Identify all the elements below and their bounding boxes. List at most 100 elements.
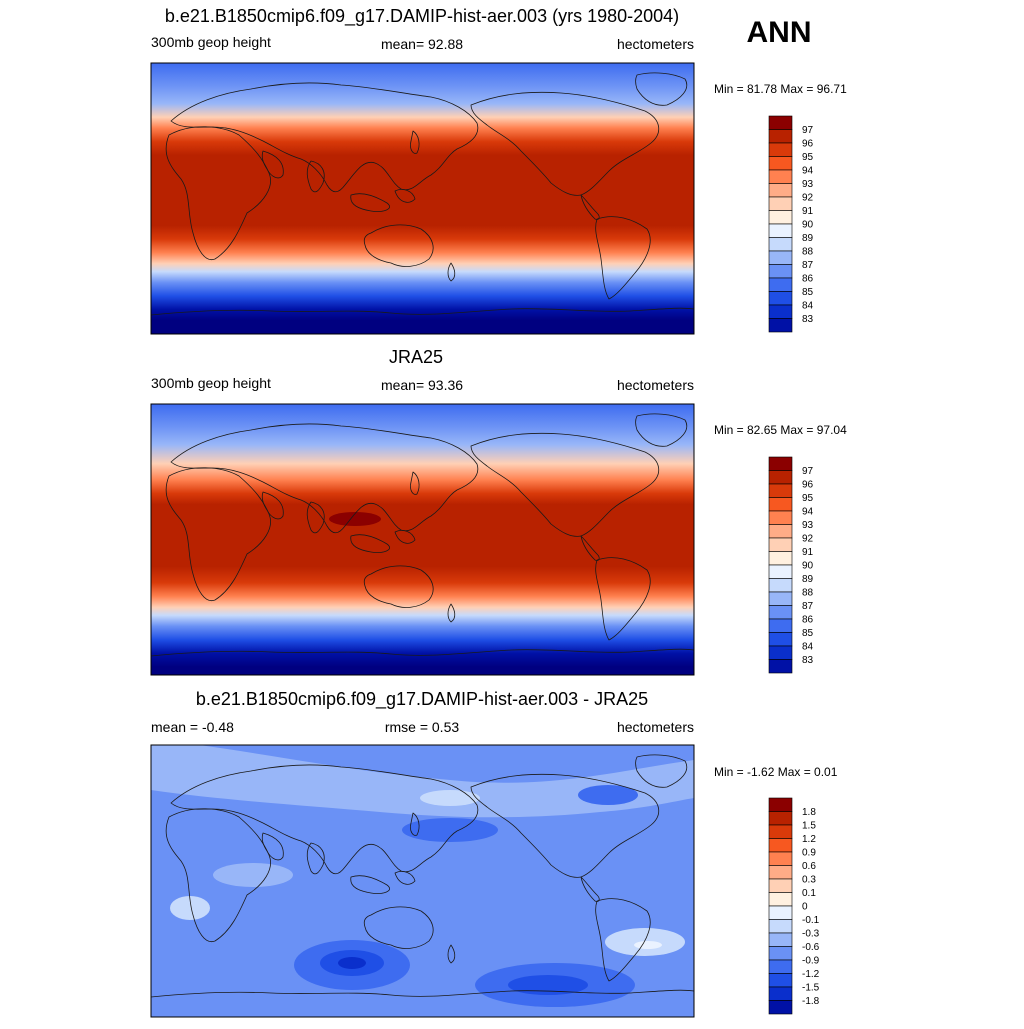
panel-3-region-k bbox=[634, 941, 662, 949]
panel-2-frame bbox=[150, 403, 695, 676]
panel-3-colorbar-label: 1.8 bbox=[802, 807, 816, 818]
panel-3-region-b bbox=[151, 745, 694, 783]
panel-2-colorbar-label: 96 bbox=[802, 480, 814, 491]
panel-1-colorbar-label: 97 bbox=[802, 125, 814, 136]
panel-3-colorbar-box bbox=[768, 892, 793, 907]
panel-3-region-i bbox=[508, 975, 588, 995]
panel-3-colorbar-box bbox=[768, 838, 793, 853]
panel-1-units-label: hectometers bbox=[617, 36, 694, 52]
panel-2-colorbar-label: 86 bbox=[802, 615, 814, 626]
panel-1-colorbar-box bbox=[768, 237, 793, 252]
panel-3-colorbar-box bbox=[768, 1000, 793, 1015]
panel-2-colorbar-box bbox=[768, 645, 793, 660]
panel-1-variable-label: 300mb geop height bbox=[151, 34, 271, 50]
panel-2-title: JRA25 bbox=[389, 347, 443, 367]
panel-1-colorbar-box bbox=[768, 169, 793, 184]
panel-1-colorbar-box bbox=[768, 129, 793, 144]
panel-1-title: b.e21.B1850cmip6.f09_g17.DAMIP-hist-aer.… bbox=[165, 6, 679, 27]
panel-2-units-label: hectometers bbox=[617, 377, 694, 393]
panel-2-colorbar-box bbox=[768, 497, 793, 512]
panel-1-colorbar-label: 86 bbox=[802, 274, 814, 285]
panel-3-colorbar-box bbox=[768, 905, 793, 920]
panel-2-colorbar: 97 96 95 94 93 92 91 90 89 88 87 86 85 84 83 bbox=[768, 456, 814, 674]
panel-3-colorbar-box bbox=[768, 797, 793, 812]
panel-2-colorbar-label: 94 bbox=[802, 507, 814, 518]
season-label: ANN bbox=[747, 16, 812, 49]
panel-3-colorbar-label: 0 bbox=[802, 902, 808, 913]
panel-2-colorbar-box bbox=[768, 537, 793, 552]
panel-3-colorbar-box bbox=[768, 946, 793, 961]
panel-3-minmax: Min = -1.62 Max = 0.01 bbox=[714, 765, 838, 779]
panel-3-rmse-label: rmse = 0.53 bbox=[385, 719, 460, 735]
panel-3-colorbar-label: -0.3 bbox=[802, 929, 820, 940]
panel-3-region-d bbox=[213, 863, 293, 887]
panel-3-colorbar-label: -1.8 bbox=[802, 996, 820, 1007]
panel-2-colorbar-box bbox=[768, 456, 793, 471]
panel-1-colorbar-label: 96 bbox=[802, 139, 814, 150]
panel-1-colorbar-label: 84 bbox=[802, 301, 814, 312]
panel-1-colorbar: 97 96 95 94 93 92 91 90 89 88 87 86 85 84 83 bbox=[768, 115, 814, 333]
panel-3-map bbox=[151, 745, 694, 1017]
panel-1-colorbar-box bbox=[768, 196, 793, 211]
panel-2-colorbar-box bbox=[768, 591, 793, 606]
panel-3-units-label: hectometers bbox=[617, 719, 694, 735]
panel-1: b.e21.B1850cmip6.f09_g17.DAMIP-hist-aer.… bbox=[150, 6, 847, 335]
panel-3-colorbar-box bbox=[768, 878, 793, 893]
panel-3-colorbar-label: -0.9 bbox=[802, 956, 820, 967]
panel-2-colorbar-label: 87 bbox=[802, 601, 814, 612]
panel-2-colorbar-label: 85 bbox=[802, 628, 814, 639]
panel-2-minmax: Min = 82.65 Max = 97.04 bbox=[714, 423, 847, 437]
panel-1-colorbar-box bbox=[768, 250, 793, 265]
panel-2-colorbar-box bbox=[768, 578, 793, 593]
panel-1-mean-label: mean= 92.88 bbox=[381, 36, 463, 52]
panel-1-colorbar-label: 93 bbox=[802, 179, 814, 190]
panel-1-colorbar-label: 90 bbox=[802, 220, 814, 231]
panel-2-variable-label: 300mb geop height bbox=[151, 375, 271, 391]
panel-1-colorbar-label: 92 bbox=[802, 193, 814, 204]
panel-3-colorbar-label: 0.3 bbox=[802, 875, 816, 886]
panel-2-colorbar-label: 91 bbox=[802, 547, 814, 558]
panel-2-colorbar-box bbox=[768, 483, 793, 498]
panel-3: b.e21.B1850cmip6.f09_g17.DAMIP-hist-aer.… bbox=[150, 689, 838, 1018]
panel-2-colorbar-label: 92 bbox=[802, 534, 814, 545]
panel-1-colorbar-box bbox=[768, 264, 793, 279]
panel-3-colorbar-label: 1.2 bbox=[802, 834, 816, 845]
panel-1-map bbox=[151, 63, 694, 334]
panel-3-frame bbox=[150, 744, 695, 1018]
panel-1-colorbar-box bbox=[768, 210, 793, 225]
panel-2-colorbar-box bbox=[768, 618, 793, 633]
panel-1-colorbar-box bbox=[768, 277, 793, 292]
panel-2-colorbar-label: 90 bbox=[802, 561, 814, 572]
panel-1-colorbar-label: 95 bbox=[802, 152, 814, 163]
panel-2-max-blob bbox=[329, 512, 381, 526]
panel-3-colorbar-label: 0.9 bbox=[802, 848, 816, 859]
panel-2-mean-label: mean= 93.36 bbox=[381, 377, 463, 393]
panel-2-colorbar-label: 88 bbox=[802, 588, 814, 599]
panel-1-colorbar-label: 88 bbox=[802, 247, 814, 258]
panel-3-colorbar-box bbox=[768, 811, 793, 826]
panel-2-colorbar-box bbox=[768, 659, 793, 674]
panel-3-colorbar-label: -1.2 bbox=[802, 969, 820, 980]
panel-3-colorbar-label: 0.1 bbox=[802, 888, 816, 899]
panel-3-colorbar: 1.8 1.5 1.2 0.9 0.6 0.3 0.1 0 -0.1 -0.3 -0.6 -0.9 -1… bbox=[768, 797, 820, 1015]
panel-3-colorbar-box bbox=[768, 919, 793, 934]
panel-3-colorbar-box bbox=[768, 986, 793, 1001]
panel-3-region-l bbox=[578, 785, 638, 805]
panel-3-colorbar-label: -0.6 bbox=[802, 942, 820, 953]
panel-2-colorbar-box bbox=[768, 470, 793, 485]
panel-1-colorbar-label: 87 bbox=[802, 260, 814, 271]
panel-3-region-n bbox=[170, 896, 210, 920]
panel-2-colorbar-label: 93 bbox=[802, 520, 814, 531]
panel-2-colorbar-label: 97 bbox=[802, 466, 814, 477]
panel-2-colorbar-label: 84 bbox=[802, 642, 814, 653]
panel-3-mean-label: mean = -0.48 bbox=[151, 719, 234, 735]
panel-1-colorbar-label: 89 bbox=[802, 233, 814, 244]
panel-1-colorbar-box bbox=[768, 291, 793, 306]
panel-1-colorbar-label: 83 bbox=[802, 314, 814, 325]
panel-3-colorbar-label: -1.5 bbox=[802, 983, 820, 994]
panel-1-colorbar-box bbox=[768, 318, 793, 333]
panel-3-colorbar-label: 1.5 bbox=[802, 821, 816, 832]
panel-1-colorbar-box bbox=[768, 156, 793, 171]
panel-3-colorbar-box bbox=[768, 824, 793, 839]
